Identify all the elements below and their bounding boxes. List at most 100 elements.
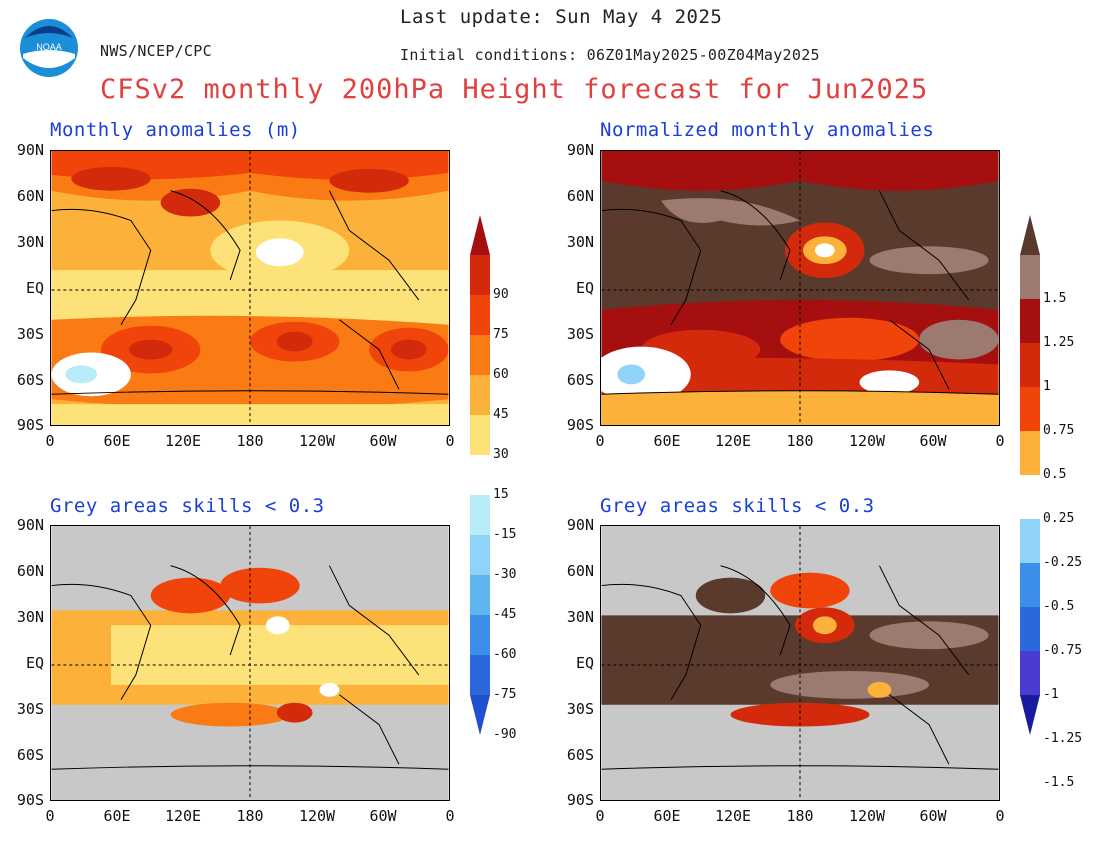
lat-label: 60N [16,187,44,205]
panel-title-bottom-left: Grey areas skills < 0.3 [50,495,325,517]
colorbar-anomaly-label: 15 [493,487,509,502]
normalized-map [601,151,999,425]
lat-label: 60N [16,562,44,580]
colorbar-normalized-label: 1.25 [1043,335,1075,350]
colorbar-anomaly-cap-bottom [470,695,490,735]
colorbar-anomaly-band [470,415,490,456]
lat-label: EQ [25,654,44,672]
map-bottom-right [600,525,1000,801]
panel-title-top-left: Monthly anomalies (m) [50,119,301,141]
last-update: Last update: Sun May 4 2025 [400,6,723,28]
lon-label: 60E [103,432,131,450]
lon-label: 120E [714,807,752,825]
lat-label: EQ [575,279,594,297]
colorbar-anomaly-band [470,375,490,416]
colorbar-anomaly [470,215,490,735]
lat-label: 60S [16,746,44,764]
colorbar-anomaly-band [470,455,490,496]
colorbar-normalized-label: 0.5 [1043,467,1067,482]
lat-label: 90S [16,416,44,434]
colorbar-normalized-band [1020,387,1040,432]
lon-label: 60E [103,807,131,825]
lat-label: 60S [566,746,594,764]
lat-label: 30S [16,325,44,343]
lat-label: 90N [566,141,594,159]
colorbar-anomaly-band [470,615,490,656]
lon-label: 120W [848,807,886,825]
colorbar-normalized [1020,215,1040,735]
lat-label: 60S [16,371,44,389]
lon-label: 180 [236,432,264,450]
colorbar-normalized-cap-bottom [1020,695,1040,735]
lat-label: 30N [566,608,594,626]
lat-label: 90S [16,791,44,809]
colorbar-normalized-label: -0.25 [1043,555,1083,570]
colorbar-normalized-label: 0.75 [1043,423,1075,438]
colorbar-anomaly-band [470,335,490,376]
noaa-logo-icon: NOAA [20,19,78,77]
lat-label: 90N [16,516,44,534]
colorbar-normalized-label: 1.5 [1043,291,1067,306]
lon-label: 0 [45,807,55,825]
lon-label: 0 [45,432,55,450]
colorbar-anomaly-band [470,495,490,536]
colorbar-normalized-label: -1 [1043,687,1059,702]
colorbar-anomaly-label: -90 [493,727,517,742]
lat-label: 30S [566,325,594,343]
lon-label: 180 [786,807,814,825]
lon-label: 60W [919,432,947,450]
lat-label: 60S [566,371,594,389]
lon-label: 60E [653,807,681,825]
colorbar-normalized-label: 1 [1043,379,1051,394]
lon-label: 60W [919,807,947,825]
noaa-logo: NOAA [19,18,79,78]
agency-label: NWS/NCEP/CPC [100,42,212,60]
lon-label: 0 [595,432,605,450]
colorbar-anomaly-label: 90 [493,287,509,302]
svg-text:NOAA: NOAA [36,42,62,52]
lon-label: 120W [298,807,336,825]
colorbar-normalized-cap-top [1020,215,1040,255]
colorbar-normalized-band [1020,563,1040,608]
lon-label: 60W [369,807,397,825]
lon-label: 60W [369,432,397,450]
colorbar-normalized-band [1020,607,1040,652]
colorbar-normalized-band [1020,519,1040,564]
lon-label: 120W [848,432,886,450]
lon-label: 0 [995,432,1005,450]
colorbar-anomaly-label: -45 [493,607,517,622]
colorbar-anomaly-band [470,655,490,696]
lat-label: 30S [566,700,594,718]
lat-label: 30N [16,608,44,626]
colorbar-anomaly-label: -15 [493,527,517,542]
panel-title-top-right: Normalized monthly anomalies [600,119,935,141]
colorbar-anomaly-label: -60 [493,647,517,662]
colorbar-normalized-label: -0.75 [1043,643,1083,658]
map-bottom-left [50,525,450,801]
colorbar-anomaly-label: 45 [493,407,509,422]
lon-label: 120E [164,432,202,450]
lon-label: 120E [714,432,752,450]
lon-label: 0 [445,807,455,825]
lat-label: EQ [25,279,44,297]
map-top-right [600,150,1000,426]
initial-conditions: Initial conditions: 06Z01May2025-00Z04Ma… [400,46,820,64]
lat-label: 30N [566,233,594,251]
lat-label: EQ [575,654,594,672]
colorbar-normalized-label: -1.5 [1043,775,1075,790]
colorbar-anomaly-cap-top [470,215,490,255]
lon-label: 120E [164,807,202,825]
lat-label: 90S [566,416,594,434]
colorbar-normalized-band [1020,475,1040,520]
colorbar-anomaly-label: 60 [493,367,509,382]
lat-label: 90N [16,141,44,159]
lon-label: 0 [595,807,605,825]
colorbar-normalized-band [1020,299,1040,344]
colorbar-anomaly-band [470,535,490,576]
colorbar-normalized-label: -1.25 [1043,731,1083,746]
colorbar-anomaly-band [470,295,490,336]
anomaly-map [51,151,449,425]
map-top-left [50,150,450,426]
colorbar-anomaly-label: -75 [493,687,517,702]
lon-label: 180 [786,432,814,450]
